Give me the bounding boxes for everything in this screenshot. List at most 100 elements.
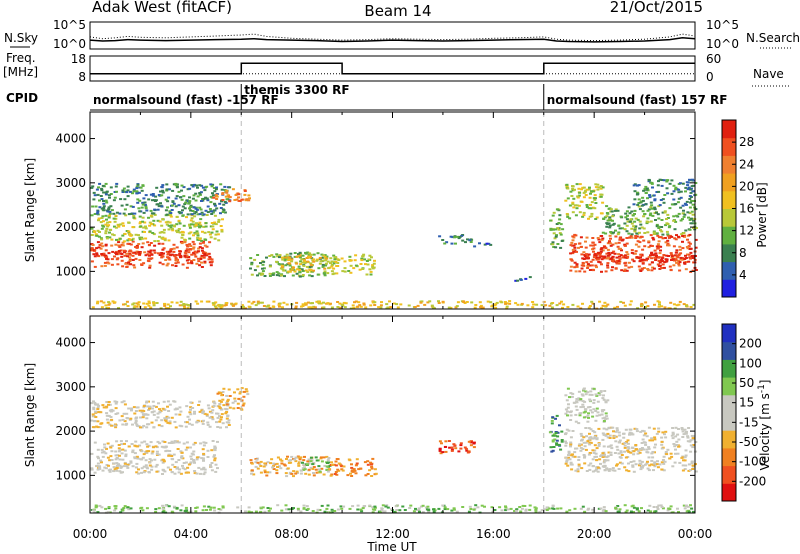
data-cell <box>205 185 209 188</box>
data-cell <box>153 244 157 247</box>
colorbar-frame <box>721 323 737 502</box>
data-cell <box>202 473 206 476</box>
data-cell <box>647 426 651 429</box>
data-cell <box>691 468 695 470</box>
data-cell <box>144 237 148 240</box>
data-cell <box>195 184 198 187</box>
data-cell <box>692 303 696 306</box>
data-cell <box>582 211 586 214</box>
data-cell <box>688 242 692 245</box>
data-cell <box>109 455 113 458</box>
data-cell <box>312 269 315 272</box>
data-cell <box>165 213 169 216</box>
data-cell <box>660 257 664 260</box>
data-cell <box>183 306 187 309</box>
data-cell <box>234 302 238 305</box>
data-cell <box>366 263 370 266</box>
data-cell <box>179 250 182 253</box>
data-cell <box>370 256 373 259</box>
data-cell <box>221 211 225 213</box>
data-cell <box>641 261 645 264</box>
data-cell <box>689 450 693 453</box>
data-cell <box>326 260 330 263</box>
data-cell <box>342 301 346 304</box>
data-cell <box>551 416 555 419</box>
data-cell <box>463 446 467 449</box>
data-cell <box>551 241 555 244</box>
data-cell <box>129 507 133 510</box>
data-cell <box>111 409 115 412</box>
data-cell <box>564 440 567 443</box>
data-cell <box>588 398 592 401</box>
data-cell <box>674 251 678 254</box>
data-cell <box>179 472 183 475</box>
data-cell <box>105 256 109 259</box>
data-cell <box>155 203 159 206</box>
data-cell <box>490 305 494 308</box>
frequency-panel: Freq. [MHz] 18 8 Nave 60 0 <box>3 51 790 87</box>
data-cell <box>293 255 297 258</box>
data-cell <box>158 231 162 234</box>
data-cell <box>118 419 122 422</box>
data-cell <box>98 182 102 185</box>
data-cell <box>473 245 477 248</box>
data-cell <box>304 303 308 306</box>
data-cell <box>199 472 202 475</box>
data-cell <box>156 240 160 242</box>
data-cell <box>595 447 599 450</box>
data-cell <box>148 464 152 467</box>
data-cell <box>114 467 118 470</box>
data-cell <box>254 461 258 464</box>
data-cell <box>124 214 128 217</box>
data-cell <box>523 505 527 507</box>
data-cell <box>373 468 377 471</box>
data-cell <box>445 241 449 244</box>
data-cell <box>371 265 375 268</box>
data-cell <box>131 303 135 306</box>
data-cell <box>225 426 228 429</box>
data-cell <box>94 205 98 208</box>
data-cell <box>212 209 216 212</box>
colorbar-swatch <box>722 359 736 378</box>
data-cell <box>604 510 608 513</box>
data-cell <box>272 468 276 470</box>
data-cell <box>618 227 622 230</box>
data-cell <box>689 439 693 442</box>
data-cell <box>168 420 172 423</box>
data-cell <box>277 465 281 468</box>
data-cell <box>571 430 575 432</box>
data-cell <box>150 257 154 260</box>
data-cell <box>122 187 126 190</box>
data-cell <box>350 470 354 473</box>
data-cell <box>225 411 229 413</box>
data-cell <box>330 264 334 266</box>
data-cell <box>576 305 580 308</box>
data-cell <box>631 465 635 468</box>
data-cell <box>297 464 301 467</box>
data-cell <box>579 446 583 449</box>
data-cell <box>267 509 271 512</box>
data-cell <box>677 188 681 191</box>
data-cell <box>558 214 562 217</box>
data-cell <box>582 214 586 217</box>
data-cell <box>192 206 196 209</box>
data-cell <box>126 239 130 242</box>
data-cell <box>672 190 676 193</box>
colorbar-swatch <box>722 465 736 484</box>
data-cell <box>285 458 288 460</box>
data-cell <box>314 456 318 459</box>
data-cell <box>465 301 469 303</box>
data-cell <box>330 265 334 268</box>
data-cell <box>691 438 695 441</box>
data-cell <box>174 184 178 187</box>
data-cell <box>189 219 193 222</box>
data-cell <box>652 267 656 270</box>
data-cell <box>330 473 334 476</box>
data-cell <box>205 214 209 216</box>
data-cell <box>630 222 634 225</box>
data-cell <box>320 256 324 259</box>
data-cell <box>672 198 676 201</box>
data-cell <box>190 452 194 455</box>
data-cell <box>607 469 611 472</box>
data-cell <box>190 253 194 256</box>
